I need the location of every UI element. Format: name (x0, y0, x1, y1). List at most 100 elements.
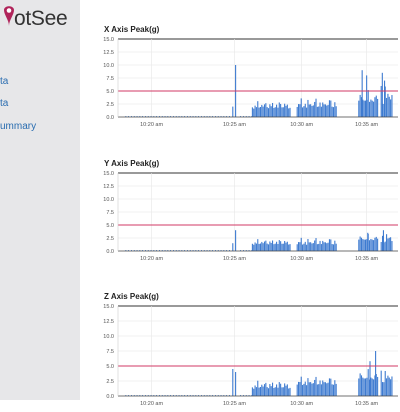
bar (304, 103, 306, 117)
bar (384, 86, 386, 117)
bar (245, 395, 247, 396)
bar (306, 244, 308, 251)
bar (161, 395, 163, 396)
bar (161, 250, 163, 251)
bar (328, 378, 331, 396)
bar (263, 384, 266, 396)
bar (159, 250, 160, 251)
bar (139, 116, 141, 117)
bar (318, 384, 320, 396)
bar (125, 250, 127, 251)
bar (322, 380, 324, 396)
bar (381, 72, 383, 117)
bar (254, 385, 256, 396)
bar (314, 379, 316, 396)
y-axis-peak-chart: 0.0 2.5 5.0 7.5 10.0 12.5 15.0 10:20 am 10:25 am… (103, 171, 398, 262)
bar (314, 101, 316, 117)
bar (201, 116, 202, 117)
bar (326, 243, 328, 251)
logo[interactable]: otSee (0, 4, 80, 34)
bar (312, 105, 314, 117)
main-content: X Axis Peak(g) 0.0 2.5 5.0 7.5 10.0 12.5 15.0 1… (80, 0, 400, 407)
bar (276, 104, 278, 117)
bar (258, 243, 260, 251)
bar (251, 395, 253, 396)
bar (323, 104, 325, 117)
bar (296, 244, 298, 251)
x-tick-label: 10:20 am (140, 122, 163, 128)
bar (215, 395, 216, 396)
bar (303, 106, 305, 117)
bar (362, 99, 364, 117)
bar (289, 107, 291, 117)
bar (274, 387, 276, 396)
bar (277, 107, 279, 117)
bar (156, 395, 158, 396)
bar (358, 239, 360, 251)
bar (369, 240, 371, 251)
bar (380, 85, 382, 117)
bar (248, 116, 250, 117)
bar (386, 378, 388, 396)
bar (257, 101, 259, 117)
x-tick-label: 10:20 am (140, 256, 163, 262)
bar (390, 99, 392, 117)
bar (259, 107, 262, 117)
y-axis-chart-title: Y Axis Peak(g) (104, 159, 160, 168)
bar (286, 384, 288, 396)
bar (164, 395, 166, 396)
bar (335, 106, 337, 117)
bar (240, 395, 242, 396)
bar (181, 250, 183, 251)
bar (133, 116, 135, 117)
bar (308, 382, 310, 396)
sidebar-item-2[interactable]: ta (0, 98, 9, 109)
bar (274, 107, 276, 117)
bar (255, 243, 257, 251)
bar (263, 104, 266, 117)
bar (310, 382, 312, 396)
bar (296, 106, 298, 117)
bar (187, 250, 188, 251)
bar (270, 242, 272, 251)
bar (133, 250, 135, 251)
bar (159, 116, 160, 117)
bar (265, 240, 267, 251)
bar (335, 383, 337, 396)
bar (318, 243, 320, 251)
bar (261, 384, 263, 396)
y-tick-label: 0.0 (106, 394, 114, 400)
bar (156, 116, 158, 117)
bar (369, 361, 371, 396)
bar (361, 70, 363, 117)
bar (384, 241, 386, 251)
bar (278, 382, 280, 396)
bar (170, 250, 172, 251)
bar (192, 116, 194, 117)
bar (173, 116, 174, 117)
bar (327, 104, 329, 117)
bar (316, 244, 318, 251)
bar (257, 239, 259, 251)
y-tick-label: 5.0 (106, 223, 114, 229)
bar (267, 388, 270, 396)
bar (175, 250, 177, 251)
bar (311, 383, 313, 396)
bar (335, 243, 337, 251)
bar (310, 104, 312, 117)
y-tick-label: 15.0 (103, 304, 114, 310)
bar (156, 250, 158, 251)
bar (235, 230, 237, 251)
sidebar-item-1[interactable]: ta (0, 76, 9, 87)
y-tick-label: 5.0 (106, 89, 114, 95)
sidebar-item-summary[interactable]: ummary (0, 121, 37, 132)
bar (272, 382, 274, 396)
y-tick-label: 7.5 (106, 349, 114, 355)
bar (269, 241, 271, 251)
bar (226, 250, 228, 251)
bar (377, 238, 379, 251)
bar (261, 104, 263, 117)
bar (328, 239, 331, 251)
bar (266, 243, 268, 251)
bar (248, 250, 250, 251)
